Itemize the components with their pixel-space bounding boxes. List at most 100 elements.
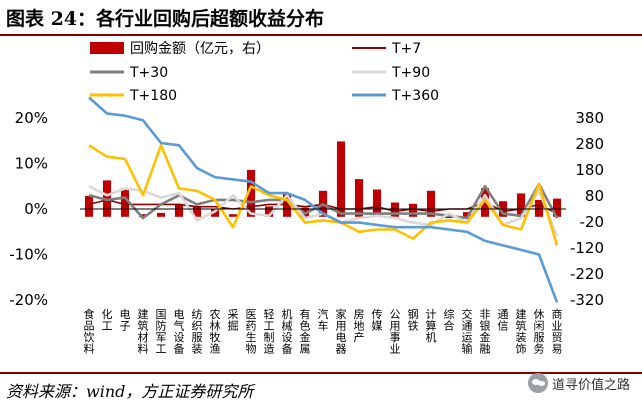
left-tick-label: 10% [15,155,48,173]
wechat-icon [527,373,548,393]
category-char: 属 [300,343,311,356]
right-tick-label: 280 [575,135,604,153]
category-label: 通信 [498,308,509,333]
category-label: 休闲服务 [534,308,545,356]
legend-label: T+30 [129,65,168,81]
series-line-Tplus-180 [88,144,559,246]
category-char: 色 [300,319,311,333]
category-char: 综 [444,307,455,321]
right-tick-label: 80 [585,187,604,205]
category-label: 房地产 [354,308,365,344]
category-label: 医药生物 [246,308,257,356]
bar-休闲服务 [534,199,544,217]
category-char: 业 [552,320,563,333]
category-char: 产 [354,330,365,344]
category-char: 备 [282,342,293,356]
category-char: 易 [552,343,563,356]
bar-建筑装饰 [516,193,526,217]
category-label: 家用电器 [336,307,347,356]
category-char: 设 [174,331,185,344]
category-char: 造 [264,342,275,356]
category-char: 建 [516,307,527,321]
category-char: 器 [336,343,347,356]
category-char: 品 [84,320,95,333]
category-label: 商业贸易 [552,307,563,356]
bar-商业贸易 [552,198,562,217]
legend-swatch-bar [90,42,124,54]
category-char: 服 [192,331,203,344]
category-char: 输 [462,342,473,356]
category-char: 筑 [516,319,527,333]
category-char: 药 [246,320,257,333]
category-char: 车 [318,319,329,333]
category-char: 农 [210,307,221,321]
bar-传媒 [372,189,382,217]
category-char: 食 [84,307,95,321]
category-char: 服 [534,331,545,344]
category-label: 国防军工 [156,308,167,356]
left-tick-label: 0% [24,200,48,218]
category-char: 休 [534,308,545,321]
category-label: 化工 [102,307,113,333]
category-char: 地 [354,320,365,333]
series-line-Tplus-30 [88,182,559,220]
category-label: 采掘 [228,308,239,333]
right-tick-label: -120 [570,239,604,257]
category-char: 信 [498,320,509,333]
category-char: 筑 [138,319,149,333]
category-char: 传 [372,308,383,321]
left-tick-label: -20% [9,291,48,309]
category-char: 工 [264,320,275,333]
legend-label: T+180 [129,88,177,104]
bar-公用事业 [390,202,400,217]
category-char: 闲 [534,319,545,333]
category-char: 贸 [552,331,563,344]
category-char: 交 [462,307,473,321]
category-label: 电子 [120,308,131,333]
category-char: 汽 [318,307,329,321]
category-char: 铁 [408,320,419,333]
category-char: 掘 [228,319,239,333]
bar-轻工制造 [264,206,274,217]
legend-label: T+360 [391,88,439,104]
category-char: 机 [282,307,293,321]
left-tick-label: -10% [9,246,48,264]
watermark: 道寻价值之路 [527,373,630,393]
right-axis: 380 280 180 80 -20 -120 -220 -320 [570,109,604,309]
bar-采掘 [228,214,238,217]
category-char: 料 [84,342,95,356]
category-char: 务 [534,343,545,356]
bar-医药生物 [246,170,256,217]
category-label: 传媒 [372,308,383,333]
bar-电气设备 [174,203,184,217]
category-char: 轻 [264,307,275,321]
category-char: 通 [462,320,473,333]
category-char: 防 [156,319,167,333]
category-char: 用 [336,320,347,333]
figure-title: 图表 24：各行业回购后超额收益分布 [6,8,325,30]
category-char: 织 [192,320,203,333]
bottom-rule [0,372,642,374]
category-char: 料 [138,342,149,356]
category-char: 军 [156,331,167,344]
line-series [88,96,559,303]
category-char: 算 [426,319,437,333]
category-char: 房 [354,308,365,321]
category-char: 纺 [192,307,203,321]
bar-国防军工 [156,212,166,217]
series-line-Tplus-360 [88,96,559,303]
category-char: 工 [156,343,167,356]
right-tick-label: 380 [575,109,604,127]
category-char: 饰 [516,342,527,356]
legend-label: T+90 [391,65,430,81]
right-tick-label: -320 [570,291,604,309]
category-char: 通 [498,308,509,321]
category-char: 化 [102,307,113,321]
category-label: 综合 [444,307,455,333]
category-char: 融 [480,343,491,356]
category-char: 械 [282,319,293,333]
category-char: 事 [390,331,401,344]
category-char: 子 [120,320,131,333]
category-char: 运 [462,331,473,344]
category-char: 商 [552,307,563,321]
